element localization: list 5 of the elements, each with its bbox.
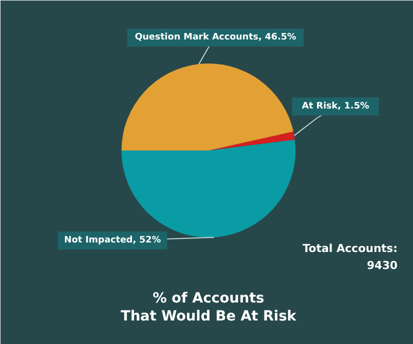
text: % of Accounts That Would Be At Risk (120, 290, 297, 324)
text: Total Accounts: 9430 (302, 242, 398, 272)
slice-label: Question Mark Accounts, 46.5% (134, 32, 296, 42)
slice-label: At Risk, 1.5% (302, 102, 370, 112)
slice-label: Not Impacted, 52% (64, 236, 161, 246)
